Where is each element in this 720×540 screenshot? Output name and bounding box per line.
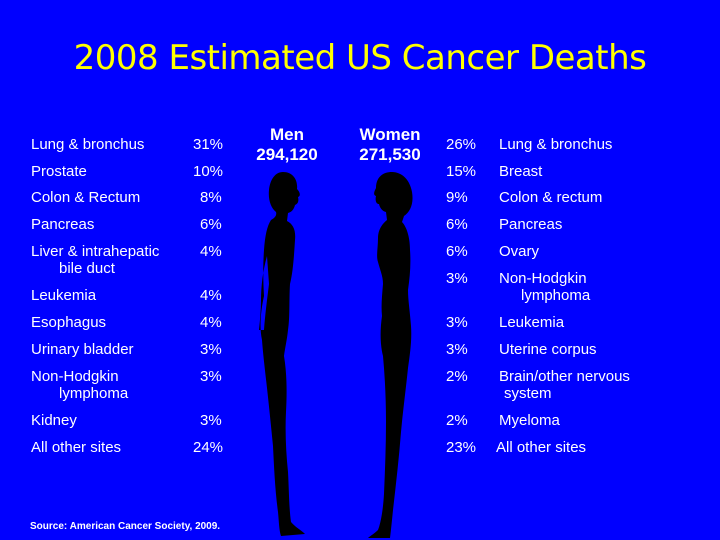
men-row-colon-pct: 8% [200,189,222,206]
men-row-leukemia-label: Leukemia [31,287,97,304]
women-row-colon-label: Colon & rectum [499,189,603,206]
women-row-other-label: All other sites [496,439,587,456]
men-row-leukemia-pct: 4% [200,287,222,304]
men-row-kidney-pct: 3% [200,412,222,429]
women-label: Women [359,125,421,144]
women-row-breast-pct: 15% [446,163,477,180]
men-row-other-label: All other sites [31,439,122,456]
women-row-other-pct: 23% [446,439,477,456]
men-row-kidney-label: Kidney [31,412,77,429]
men-header: Men 294,120 [237,125,337,165]
source-note: Source: American Cancer Society, 2009. [30,521,221,532]
men-row-liver-pct: 4% [200,243,222,260]
women-row-uterine-label: Uterine corpus [499,341,597,358]
women-row-nhl-label: Non-Hodgkin [499,270,587,287]
page-title: 2008 Estimated US Cancer Deaths [73,38,647,78]
women-row-brain-pct: 2% [446,368,468,385]
men-row-nhl-label: Non-Hodgkin [31,368,119,385]
men-total: 294,120 [256,145,318,164]
men-row-lung-pct: 31% [193,136,224,153]
women-row-leukemia-pct: 3% [446,314,468,331]
women-row-colon-pct: 9% [446,189,468,206]
men-row-other-pct: 24% [193,439,224,456]
man-silhouette-icon [259,172,305,536]
women-row-myeloma-label: Myeloma [499,412,560,429]
women-row-myeloma-pct: 2% [446,412,468,429]
men-label: Men [270,125,304,144]
men-row-nhl-pct: 3% [200,368,222,385]
men-row-liver-label-2: bile duct [59,260,115,277]
men-row-pancreas-label: Pancreas [31,216,95,233]
women-header: Women 271,530 [340,125,440,165]
men-row-prostate-label: Prostate [31,163,87,180]
women-row-lung-pct: 26% [446,136,477,153]
men-row-esophagus-label: Esophagus [31,314,107,331]
women-row-lung-label: Lung & bronchus [499,136,613,153]
women-row-brain-label-2: system [504,385,552,402]
men-row-prostate-pct: 10% [193,163,224,180]
women-row-nhl-label-2: lymphoma [521,287,591,304]
woman-silhouette-icon [368,172,413,538]
men-row-liver-label: Liver & intrahepatic [31,243,160,260]
men-row-nhl-label-2: lymphoma [59,385,129,402]
men-row-lung-label: Lung & bronchus [31,136,145,153]
men-row-bladder-pct: 3% [200,341,222,358]
women-row-breast-label: Breast [499,163,543,180]
women-row-uterine-pct: 3% [446,341,468,358]
men-row-pancreas-pct: 6% [200,216,222,233]
men-row-esophagus-pct: 4% [200,314,222,331]
women-total: 271,530 [359,145,421,164]
women-row-ovary-pct: 6% [446,243,468,260]
women-row-ovary-label: Ovary [499,243,540,260]
women-row-brain-label: Brain/other nervous [499,368,630,385]
men-row-bladder-label: Urinary bladder [31,341,134,358]
men-row-colon-label: Colon & Rectum [31,189,141,206]
women-row-pancreas-pct: 6% [446,216,468,233]
women-row-nhl-pct: 3% [446,270,468,287]
women-row-leukemia-label: Leukemia [499,314,565,331]
women-row-pancreas-label: Pancreas [499,216,563,233]
